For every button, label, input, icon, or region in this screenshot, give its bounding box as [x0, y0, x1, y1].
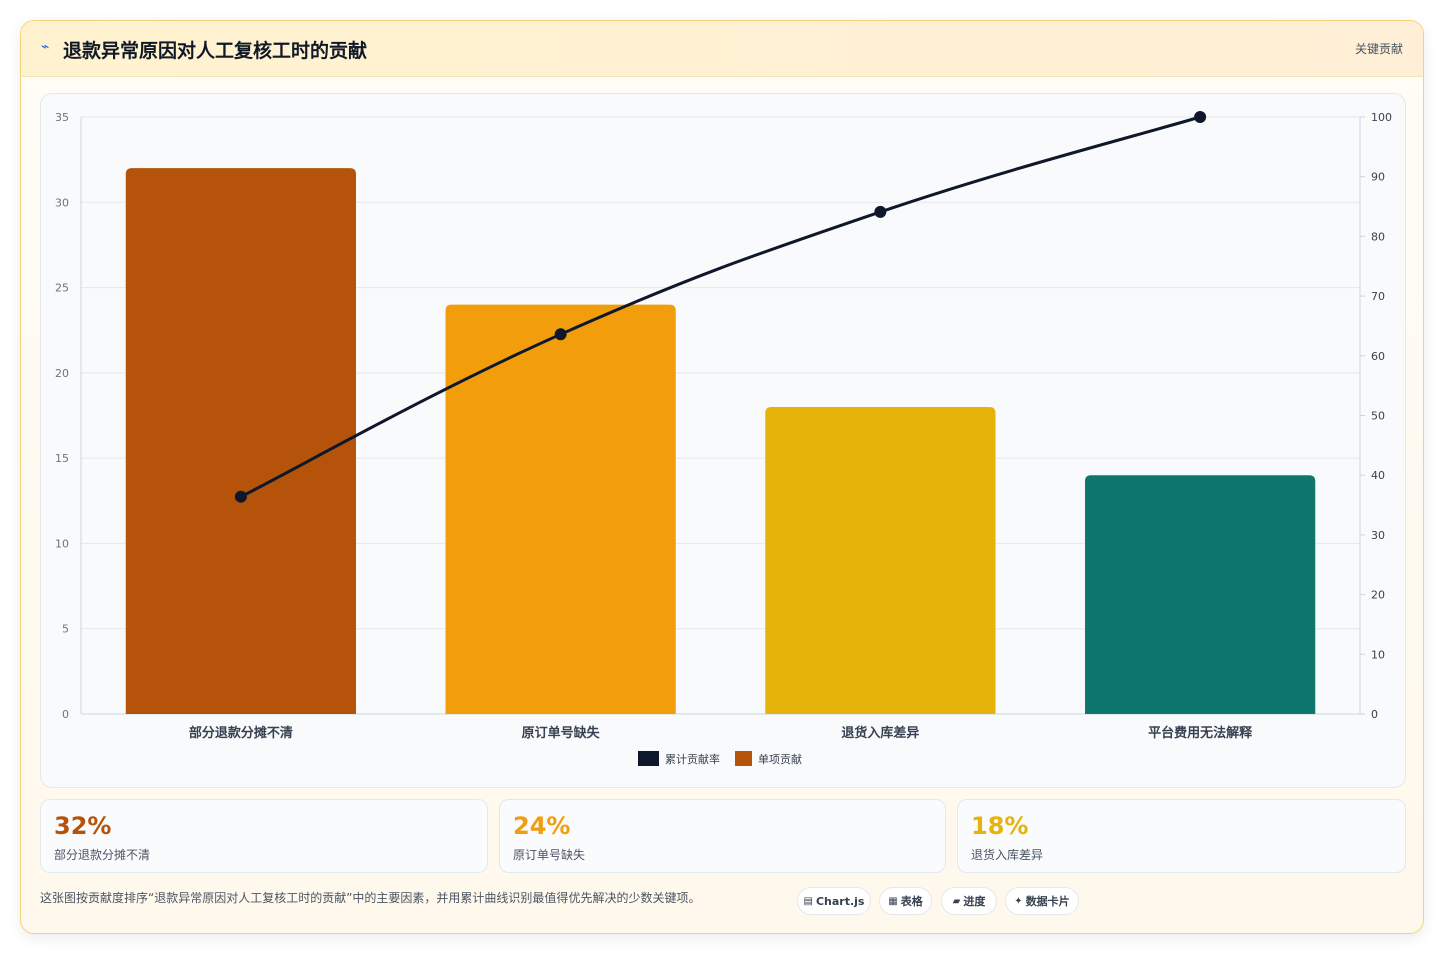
- tag-chartjs[interactable]: ▤ Chart.js: [797, 887, 871, 915]
- x-tick-label: 退货入库差异: [841, 725, 919, 741]
- stat-value: 24%: [513, 812, 571, 840]
- y-left-tick-label: 35: [55, 111, 69, 124]
- y-left-tick-label: 25: [55, 282, 69, 295]
- bar: [125, 168, 356, 715]
- sparkle-icon: ✦: [1014, 895, 1023, 907]
- legend-label: 累计贡献率: [665, 752, 720, 766]
- y-right-tick-label: 40: [1371, 469, 1385, 482]
- progress-icon: ▰: [952, 895, 961, 907]
- pareto-chart: 0 5 10 15 20 25 30 35 0 10 20 30 40 50 60 70 80 90 100 部分退款…: [55, 111, 1392, 766]
- stat-label: 原订单号缺失: [513, 848, 586, 862]
- y-left-tick-label: 0: [62, 708, 69, 721]
- bar: [765, 406, 996, 714]
- y-right-tick-label: 100: [1371, 111, 1392, 124]
- y-right-tick-label: 80: [1371, 230, 1385, 243]
- chart-card: ⌁ 退款异常原因对人工复核工时的贡献 关键贡献 0 5 10 15 20 25 30 35 0 1…: [20, 20, 1424, 934]
- tag-label: 数据卡片: [1025, 895, 1070, 908]
- cumulative-point: [1194, 111, 1207, 123]
- chart-description: 这张图按贡献度排序“退款异常原因对人工复核工时的贡献”中的主要因素，并用累计曲线…: [40, 891, 701, 905]
- stat-label: 退货入库差异: [971, 848, 1044, 862]
- line-chart-icon: ⌁: [41, 39, 50, 55]
- y-left-tick-label: 15: [55, 452, 69, 465]
- legend-swatch-line: [638, 751, 659, 766]
- x-tick-label: 平台费用无法解释: [1148, 725, 1253, 741]
- y-left-tick-label: 5: [62, 623, 69, 636]
- tag-progress[interactable]: ▰ 进度: [941, 887, 997, 915]
- stat-value: 32%: [54, 812, 112, 840]
- y-right-tick-label: 20: [1371, 589, 1385, 602]
- tag-label: Chart.js: [815, 894, 865, 908]
- legend-label: 单项贡献: [758, 752, 802, 766]
- y-right-tick-label: 70: [1371, 290, 1385, 303]
- x-tick-label: 原订单号缺失: [522, 725, 601, 741]
- cumulative-point: [874, 205, 887, 218]
- cumulative-point: [554, 328, 567, 341]
- y-left-tick-label: 10: [55, 537, 69, 550]
- y-right-tick-label: 90: [1371, 171, 1385, 184]
- cumulative-point: [234, 490, 247, 503]
- chart-panel: 0 5 10 15 20 25 30 35 0 10 20 30 40 50 60 70 80 90 100 部分退款…: [40, 93, 1406, 788]
- y-left-tick-label: 30: [55, 196, 69, 209]
- cumulative-line: [240, 115, 1201, 499]
- tag-label: 进度: [963, 895, 986, 908]
- card-header: ⌁ 退款异常原因对人工复核工时的贡献 关键贡献: [21, 21, 1423, 77]
- stat-card: 24% 原订单号缺失: [499, 799, 946, 873]
- card-title: 退款异常原因对人工复核工时的贡献: [63, 40, 368, 62]
- key-contribution-badge: 关键贡献: [1354, 42, 1403, 56]
- chart-icon: ▤: [803, 895, 813, 907]
- y-right-tick-label: 10: [1371, 648, 1385, 661]
- stat-value: 18%: [971, 812, 1029, 840]
- y-right-tick-label: 60: [1371, 350, 1385, 363]
- bar: [445, 304, 676, 714]
- y-right-tick-label: 50: [1371, 410, 1385, 423]
- y-right-tick-label: 30: [1371, 529, 1385, 542]
- x-tick-label: 部分退款分摊不清: [189, 725, 293, 741]
- tag-label: 表格: [900, 895, 923, 908]
- bar: [1085, 475, 1316, 714]
- stat-card: 18% 退货入库差异: [957, 799, 1406, 873]
- stat-card: 32% 部分退款分摊不清: [40, 799, 488, 873]
- tag-table[interactable]: ▦ 表格: [879, 887, 932, 915]
- stat-label: 部分退款分摊不清: [54, 848, 151, 862]
- y-left-tick-label: 20: [55, 367, 69, 380]
- tag-data-cards[interactable]: ✦ 数据卡片: [1005, 887, 1079, 915]
- table-icon: ▦: [888, 895, 898, 907]
- y-right-tick-label: 0: [1371, 708, 1378, 721]
- legend-swatch-bar: [735, 751, 752, 766]
